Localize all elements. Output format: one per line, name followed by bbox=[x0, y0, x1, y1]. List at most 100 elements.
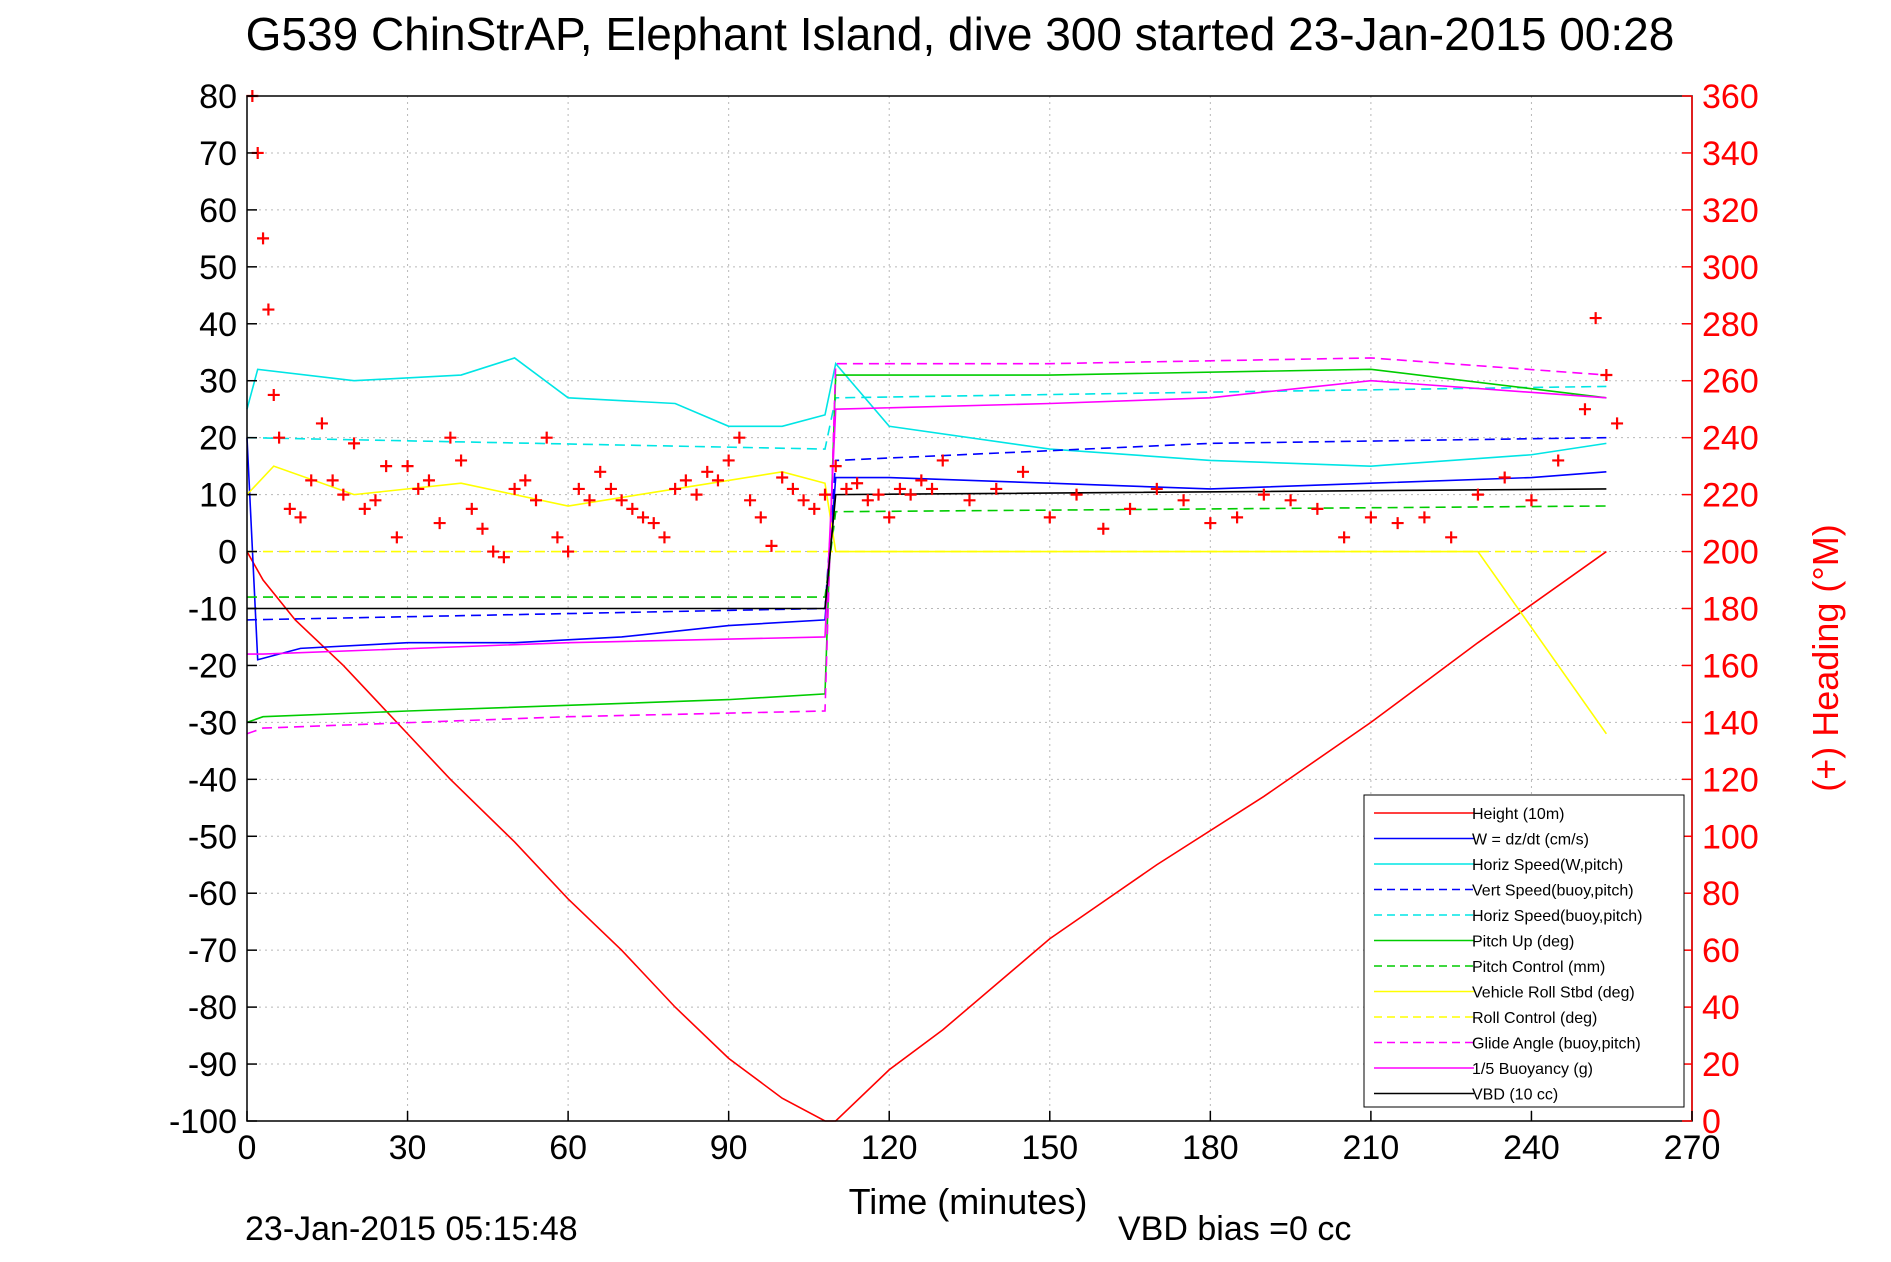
legend-label-10: 1/5 Buoyancy (g) bbox=[1472, 1061, 1593, 1078]
series-line-6 bbox=[247, 505, 1607, 598]
heading-marker bbox=[883, 511, 896, 524]
heading-marker bbox=[1578, 403, 1591, 416]
right-tick-label: 180 bbox=[1702, 591, 1759, 629]
heading-marker bbox=[497, 551, 510, 564]
legend-label-9: Glide Angle (buoy,pitch) bbox=[1472, 1036, 1641, 1053]
series-line-2 bbox=[246, 357, 1607, 467]
heading-marker bbox=[690, 488, 703, 501]
heading-marker bbox=[348, 437, 361, 450]
heading-marker bbox=[1070, 488, 1083, 501]
heading-marker bbox=[1525, 494, 1538, 507]
heading-marker bbox=[851, 477, 864, 490]
right-tick-label: 20 bbox=[1702, 1046, 1740, 1084]
heading-marker bbox=[487, 545, 500, 558]
legend-label-2: Horiz Speed(W,pitch) bbox=[1472, 857, 1623, 874]
heading-marker bbox=[786, 482, 799, 495]
heading-marker bbox=[337, 488, 350, 501]
heading-marker bbox=[733, 431, 746, 444]
heading-marker bbox=[829, 460, 842, 473]
heading-marker bbox=[294, 511, 307, 524]
heading-marker bbox=[1445, 531, 1458, 544]
y-tick-label: 60 bbox=[199, 192, 237, 230]
series-line-0 bbox=[246, 550, 1607, 1122]
y-tick-label: 20 bbox=[199, 420, 237, 458]
chart-title: G539 ChinStrAP, Elephant Island, dive 30… bbox=[246, 8, 1675, 60]
heading-marker bbox=[1589, 312, 1602, 325]
x-axis-label: Time (minutes) bbox=[849, 1181, 1088, 1222]
heading-marker bbox=[305, 474, 318, 487]
heading-marker bbox=[1257, 488, 1270, 501]
heading-marker bbox=[422, 474, 435, 487]
heading-marker bbox=[401, 460, 414, 473]
legend-label-5: Pitch Up (deg) bbox=[1472, 934, 1574, 951]
legend-label-1: W = dz/dt (cm/s) bbox=[1472, 832, 1589, 849]
right-tick-label: 140 bbox=[1702, 704, 1759, 742]
series-line-10 bbox=[247, 379, 1607, 655]
heading-marker bbox=[562, 545, 575, 558]
heading-marker bbox=[776, 471, 789, 484]
heading-marker bbox=[872, 488, 885, 501]
vbd-bias-label: VBD bias =0 cc bbox=[1118, 1210, 1351, 1248]
heading-marker bbox=[990, 482, 1003, 495]
legend-label-6: Pitch Control (mm) bbox=[1472, 959, 1605, 976]
heading-marker bbox=[926, 482, 939, 495]
heading-marker bbox=[626, 502, 639, 515]
heading-marker bbox=[315, 417, 328, 430]
right-tick-label: 40 bbox=[1702, 989, 1740, 1027]
y-axis-label-right: (+) Heading (°M) bbox=[1805, 524, 1846, 791]
heading-marker bbox=[604, 482, 617, 495]
heading-marker bbox=[1017, 465, 1030, 478]
heading-marker bbox=[1204, 517, 1217, 530]
heading-marker bbox=[572, 482, 585, 495]
heading-marker bbox=[583, 494, 596, 507]
heading-marker bbox=[444, 431, 457, 444]
y-tick-label: 50 bbox=[199, 249, 237, 287]
legend-label-7: Vehicle Roll Stbd (deg) bbox=[1472, 985, 1635, 1002]
heading-marker bbox=[658, 531, 671, 544]
heading-marker bbox=[369, 494, 382, 507]
y-tick-label: -70 bbox=[188, 932, 237, 970]
right-tick-label: 320 bbox=[1702, 192, 1759, 230]
heading-marker bbox=[380, 460, 393, 473]
y-tick-label: 10 bbox=[199, 477, 237, 515]
heading-marker bbox=[1338, 531, 1351, 544]
heading-marker bbox=[754, 511, 767, 524]
heading-marker bbox=[262, 303, 275, 316]
heading-marker bbox=[455, 454, 468, 467]
heading-marker bbox=[808, 502, 821, 515]
heading-marker bbox=[701, 465, 714, 478]
legend-label-3: Vert Speed(buoy,pitch) bbox=[1472, 883, 1634, 900]
heading-marker bbox=[1231, 511, 1244, 524]
heading-marker bbox=[840, 482, 853, 495]
heading-marker bbox=[594, 465, 607, 478]
y-tick-label: -30 bbox=[188, 704, 237, 742]
x-tick-label: 90 bbox=[710, 1129, 748, 1167]
x-tick-label: 120 bbox=[861, 1129, 918, 1167]
y-tick-label: -40 bbox=[188, 761, 237, 799]
heading-marker bbox=[744, 494, 757, 507]
heading-marker bbox=[1177, 494, 1190, 507]
legend-box bbox=[1363, 794, 1685, 1108]
heading-marker bbox=[358, 502, 371, 515]
heading-marker bbox=[412, 482, 425, 495]
heading-marker bbox=[1418, 511, 1431, 524]
heading-marker bbox=[615, 494, 628, 507]
x-tick-label: 210 bbox=[1343, 1129, 1400, 1167]
x-tick-label: 150 bbox=[1021, 1129, 1078, 1167]
legend-label-8: Roll Control (deg) bbox=[1472, 1010, 1597, 1027]
y-tick-label: 80 bbox=[199, 78, 237, 116]
right-tick-label: 220 bbox=[1702, 477, 1759, 515]
heading-marker bbox=[1124, 502, 1137, 515]
heading-marker bbox=[904, 488, 917, 501]
y-tick-label: -90 bbox=[188, 1046, 237, 1084]
right-tick-label: 120 bbox=[1702, 761, 1759, 799]
footer-timestamp: 23-Jan-2015 05:15:48 bbox=[245, 1210, 578, 1248]
heading-marker bbox=[963, 494, 976, 507]
heading-marker bbox=[267, 388, 280, 401]
x-tick-label: 60 bbox=[549, 1129, 587, 1167]
heading-marker bbox=[711, 474, 724, 487]
heading-marker bbox=[390, 531, 403, 544]
heading-marker bbox=[1150, 482, 1163, 495]
heading-marker bbox=[1552, 454, 1565, 467]
heading-marker bbox=[551, 531, 564, 544]
